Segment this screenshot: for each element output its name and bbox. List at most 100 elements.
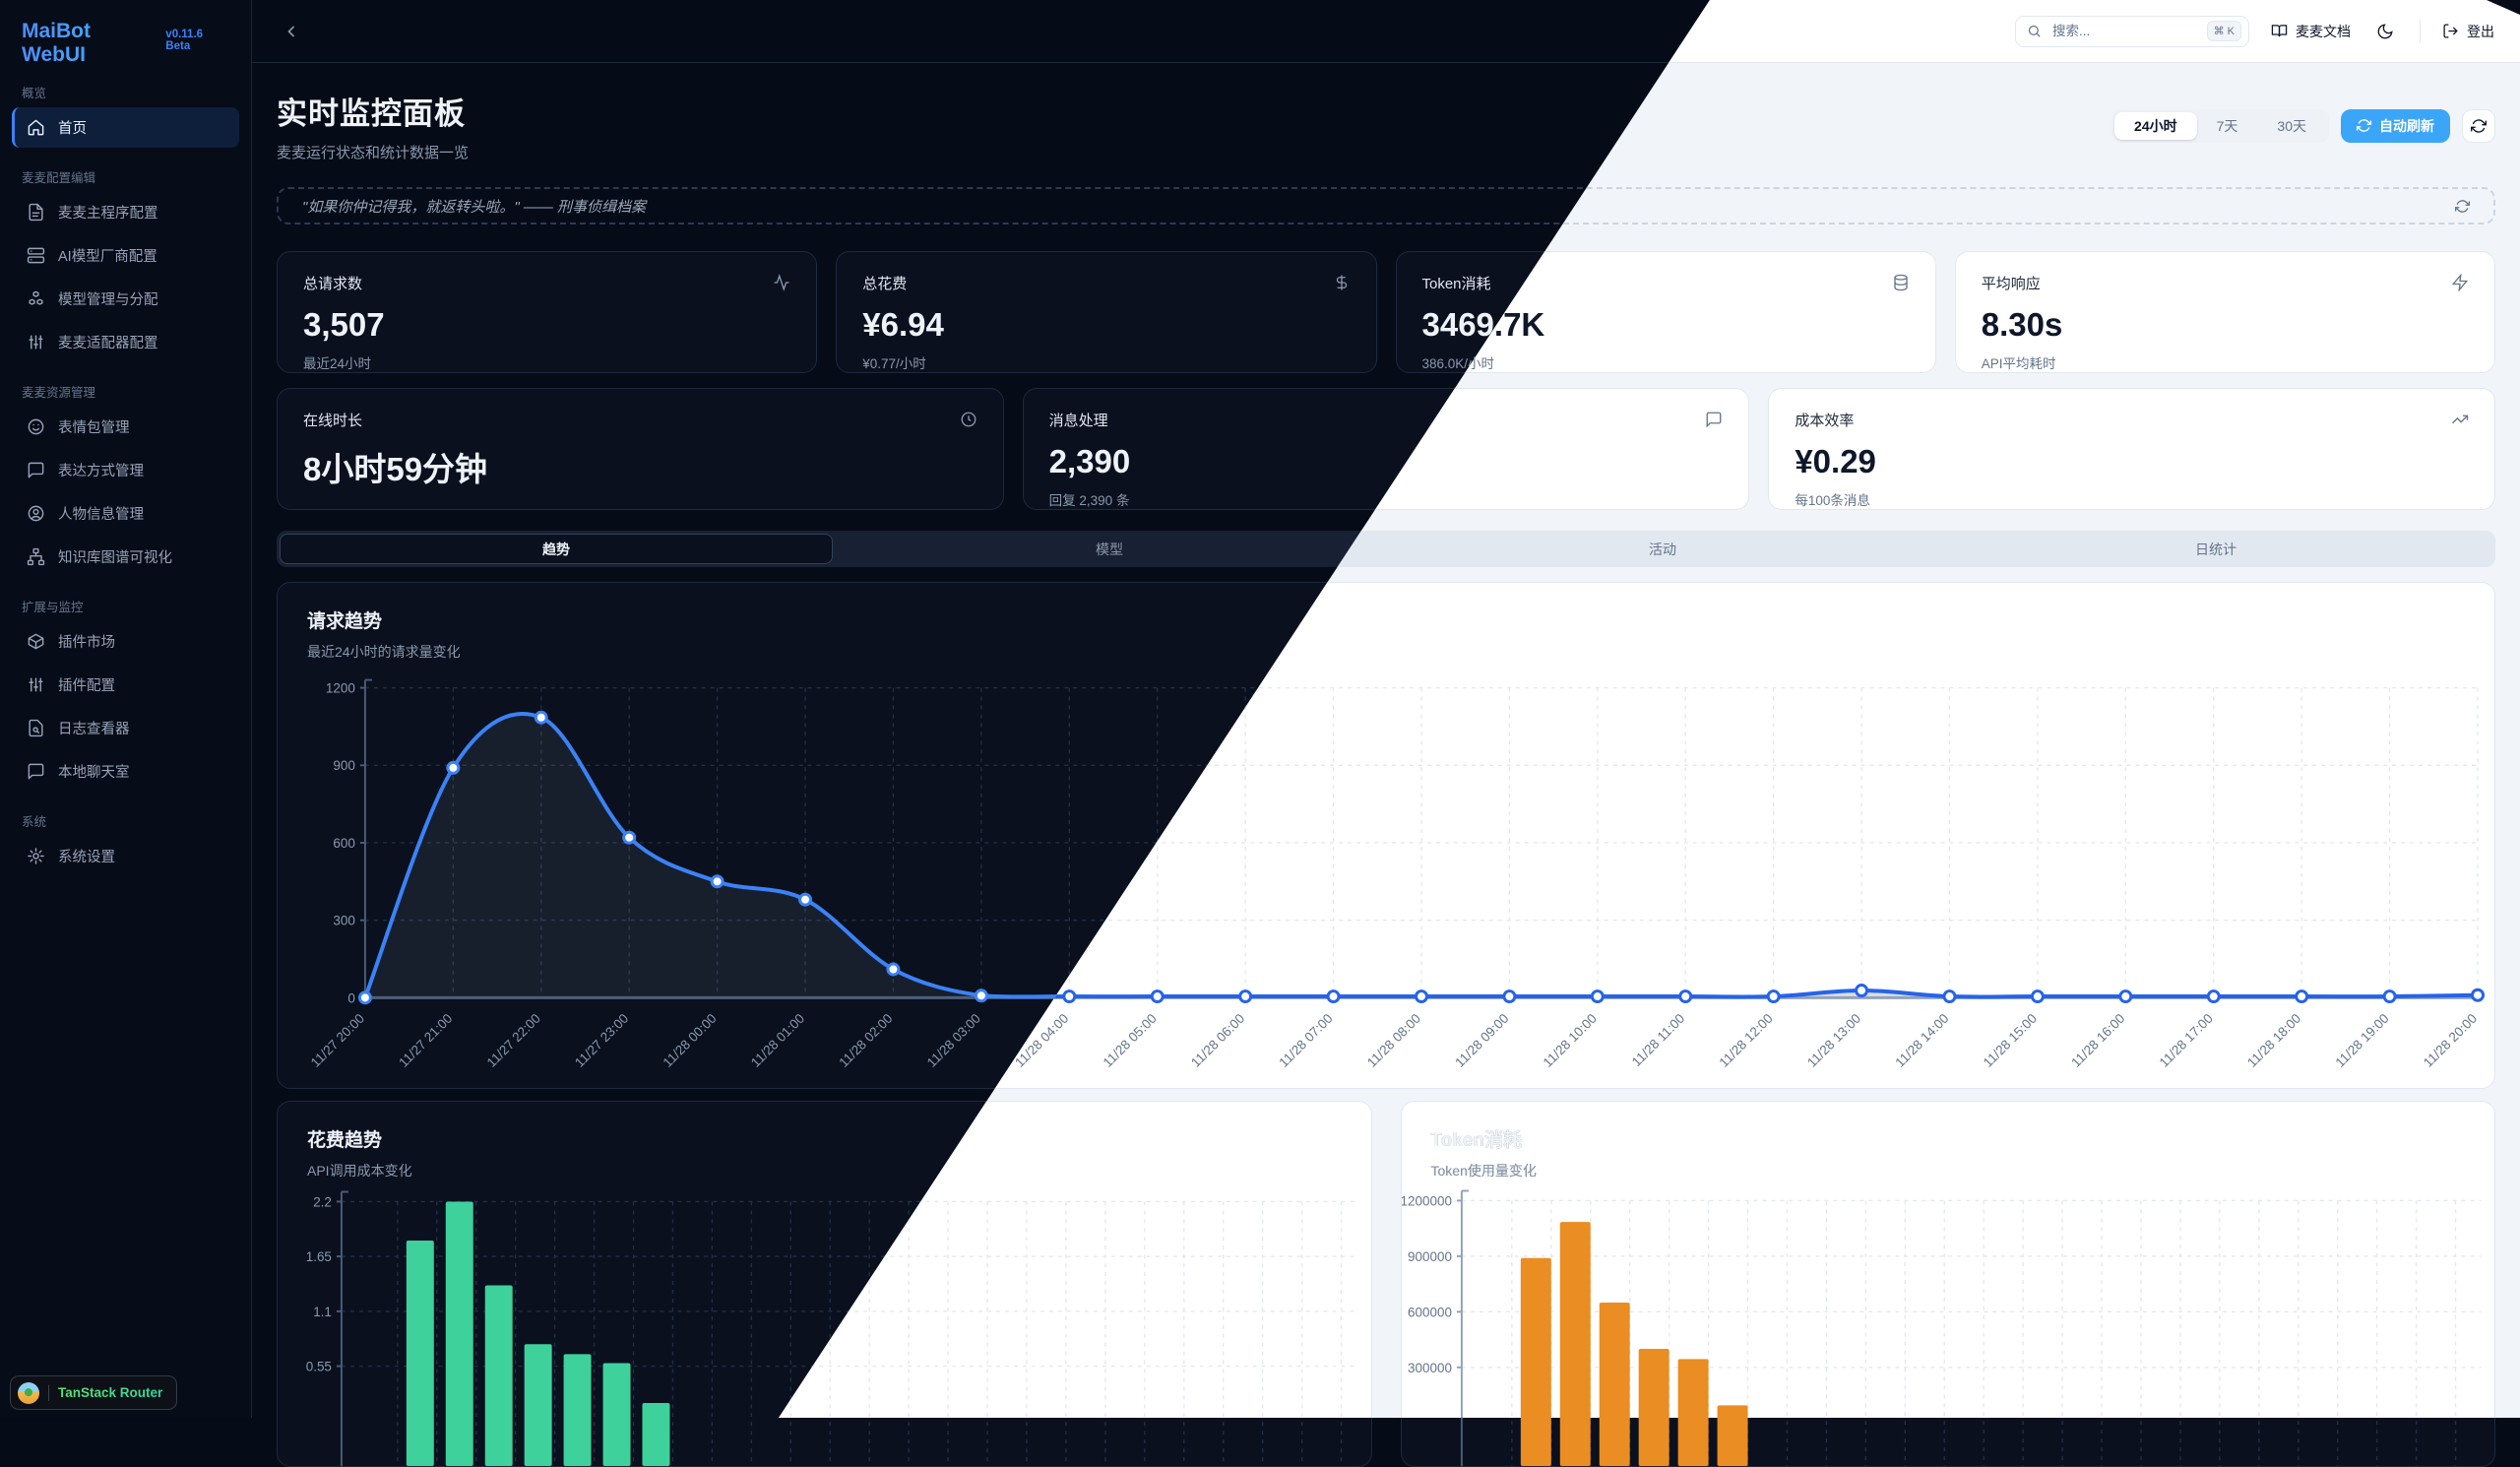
sidebar-item-label: 本地聊天室 — [58, 765, 130, 781]
stat-card-avg-response: 平均响应 8.30s API平均耗时 — [1954, 251, 2495, 373]
file-search-icon — [27, 719, 45, 737]
chart-subtitle: 最近24小时的请求量变化 — [307, 644, 461, 660]
brand-title: MaiBot WebUI — [22, 20, 158, 67]
svg-text:900: 900 — [333, 758, 354, 773]
range-30d-button[interactable]: 30天 — [2257, 112, 2326, 140]
stat-value: 3,507 — [303, 306, 385, 343]
svg-text:1.65: 1.65 — [306, 1249, 332, 1264]
manual-refresh-button[interactable] — [2462, 108, 2495, 143]
svg-text:11/28 03:00: 11/28 03:00 — [924, 1011, 983, 1070]
tab-trends[interactable]: 趋势 — [280, 534, 833, 564]
refresh-icon — [2471, 118, 2487, 133]
auto-refresh-button[interactable]: 自动刷新 — [2341, 108, 2450, 143]
quote-refresh-icon[interactable] — [2455, 199, 2470, 214]
svg-text:11/27 22:00: 11/27 22:00 — [484, 1011, 543, 1070]
sidebar-item-label: 系统设置 — [58, 850, 115, 865]
chart-subtitle: API调用成本变化 — [307, 1163, 412, 1179]
svg-text:11/28 13:00: 11/28 13:00 — [1804, 1011, 1863, 1070]
dollar-icon — [1333, 274, 1351, 291]
sidebar-item-model-management[interactable]: 模型管理与分配 — [12, 279, 239, 319]
tanstack-router-badge[interactable]: TanStack Router — [10, 1375, 178, 1410]
stat-value: 2,390 — [1048, 443, 1131, 479]
sidebar-section-system: 系统 — [22, 815, 47, 829]
server-icon — [27, 246, 45, 265]
home-icon — [27, 118, 45, 137]
chart-head: 花费趋势 API调用成本变化 — [307, 1125, 412, 1180]
stat-card-online-time: 在线时长 8小时59分钟 — [277, 388, 1004, 510]
tanstack-badge-label: TanStack Router — [58, 1385, 163, 1400]
chart-title: Token消耗 — [1430, 1130, 1523, 1151]
chart-subtitle: Token使用量变化 — [1430, 1163, 1537, 1179]
stat-sub: 最近24小时 — [303, 356, 372, 371]
svg-text:300000: 300000 — [1407, 1361, 1451, 1375]
svg-text:11/28 10:00: 11/28 10:00 — [1541, 1011, 1600, 1070]
search-box[interactable]: ⌘ K — [2015, 15, 2249, 47]
sidebar-item-expression-management[interactable]: 表达方式管理 — [12, 450, 239, 490]
svg-text:11/28 19:00: 11/28 19:00 — [2332, 1011, 2391, 1070]
brand-version: v0.11.6 Beta — [165, 29, 204, 52]
token-usage-card: Token消耗 Token使用量变化 300000 600000 900000 120… — [1400, 1101, 2495, 1418]
svg-text:11/28 09:00: 11/28 09:00 — [1452, 1011, 1511, 1070]
sidebar-item-main-config[interactable]: 麦麦主程序配置 — [12, 192, 239, 232]
svg-text:11/27 20:00: 11/27 20:00 — [308, 1011, 367, 1070]
svg-text:2.2: 2.2 — [313, 1194, 332, 1209]
svg-text:600: 600 — [333, 836, 354, 851]
svg-text:1.1: 1.1 — [313, 1305, 332, 1319]
stat-sub: 386.0K/小时 — [1422, 352, 1910, 372]
sidebar: MaiBot WebUI v0.11.6 Beta 概览 首页 麦麦配置编辑 麦… — [0, 0, 252, 1418]
page-title: 实时监控面板 — [277, 96, 466, 131]
sidebar-item-local-chatroom[interactable]: 本地聊天室 — [12, 751, 239, 792]
tab-activity[interactable]: 活动 — [1649, 541, 1676, 557]
stat-label: 成本效率 — [1795, 413, 1855, 429]
sidebar-item-home[interactable]: 首页 — [12, 107, 239, 148]
sidebar-item-label: 插件配置 — [58, 678, 115, 694]
tab-models[interactable]: 模型 — [1096, 541, 1123, 557]
search-shortcut: ⌘ K — [2206, 21, 2241, 41]
svg-text:900000: 900000 — [1407, 1249, 1451, 1264]
svg-text:11/28 07:00: 11/28 07:00 — [1276, 1011, 1335, 1070]
svg-text:11/28 06:00: 11/28 06:00 — [1188, 1011, 1247, 1070]
search-input[interactable] — [2050, 23, 2198, 39]
message-square-icon — [1705, 411, 1723, 428]
tab-daily-stats[interactable]: 日统计 — [2195, 541, 2236, 557]
logout-button[interactable]: 登出 — [2442, 22, 2494, 41]
chart-head: Token消耗 Token使用量变化 — [1431, 1125, 1537, 1180]
sliders-icon — [27, 675, 45, 694]
stat-value: 8小时59分钟 — [303, 451, 488, 487]
smile-icon — [27, 417, 45, 436]
sidebar-item-knowledge-graph[interactable]: 知识库图谱可视化 — [12, 537, 239, 577]
token-usage-chart: 300000 600000 900000 1200000 — [1402, 1102, 2495, 1418]
sidebar-item-emoji-management[interactable]: 表情包管理 — [12, 407, 239, 447]
sidebar-item-label: 首页 — [58, 121, 87, 137]
sidebar-section-extensions: 扩展与监控 — [22, 601, 84, 614]
docs-link[interactable]: 麦麦文档 — [2271, 22, 2351, 41]
stat-label: Token消耗 — [1421, 276, 1491, 292]
svg-text:11/28 17:00: 11/28 17:00 — [2157, 1011, 2216, 1070]
svg-text:1200000: 1200000 — [1402, 1193, 1452, 1208]
svg-text:11/28 14:00: 11/28 14:00 — [1892, 1011, 1951, 1070]
back-button[interactable] — [278, 18, 305, 45]
range-7d-button[interactable]: 7天 — [2197, 112, 2258, 140]
stat-value: ¥0.29 — [1795, 443, 1876, 479]
auto-refresh-label: 自动刷新 — [2379, 117, 2434, 134]
theme-toggle-button[interactable] — [2372, 19, 2398, 44]
sidebar-item-plugin-market[interactable]: 插件市场 — [12, 621, 239, 662]
sidebar-item-log-viewer[interactable]: 日志查看器 — [12, 708, 239, 748]
svg-text:11/27 23:00: 11/27 23:00 — [572, 1011, 631, 1070]
sidebar-item-plugin-config[interactable]: 插件配置 — [12, 665, 239, 705]
page-header: 实时监控面板 麦麦运行状态和统计数据一览 24小时 7天 30天 自动刷新 — [779, 89, 2495, 162]
sidebar-item-persona-management[interactable]: 人物信息管理 — [12, 493, 239, 534]
chart-head: 请求趋势 最近24小时的请求量变化 — [307, 606, 461, 662]
range-24h-button[interactable]: 24小时 — [2114, 111, 2197, 140]
sidebar-item-adapter-config[interactable]: 麦麦适配器配置 — [12, 322, 239, 362]
chart-subtitle: Token使用量变化 — [1430, 1163, 1537, 1179]
stat-label: 在线时长 — [303, 413, 363, 429]
header-controls: 24小时 7天 30天 自动刷新 — [2111, 108, 2495, 143]
message-square-icon — [27, 461, 45, 479]
stat-sub: 每100条消息 — [1795, 493, 1870, 508]
quote-bar: "如果你仲记得我，就返转头啦。" —— 刑事侦缉档案 — [779, 187, 2495, 224]
sidebar-item-ai-provider-config[interactable]: AI模型厂商配置 — [12, 235, 239, 276]
package-icon — [27, 632, 45, 651]
svg-text:0: 0 — [347, 990, 354, 1005]
sidebar-item-system-settings[interactable]: 系统设置 — [12, 836, 239, 876]
